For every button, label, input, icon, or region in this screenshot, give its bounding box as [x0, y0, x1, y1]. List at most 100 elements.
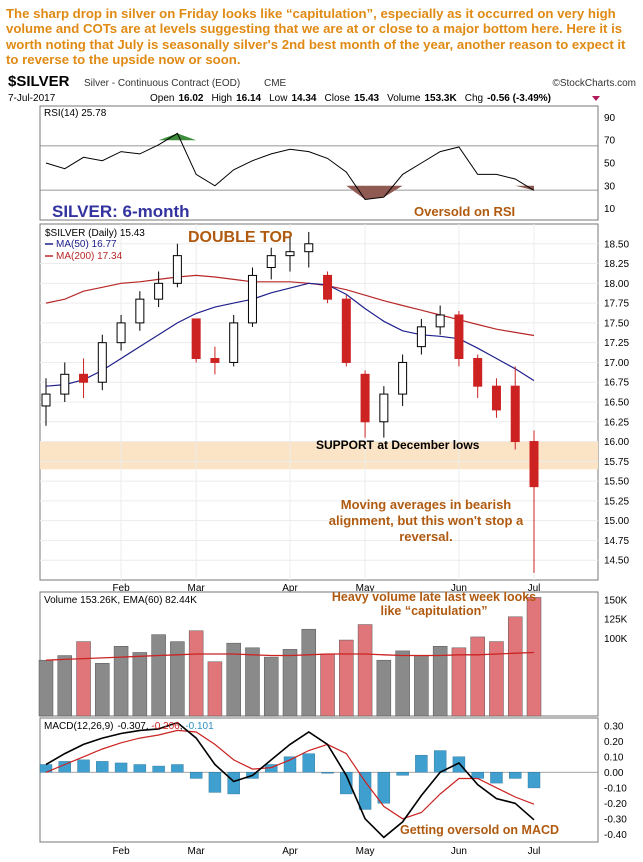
volume-annotation-box: Heavy volume late last week looks like “… — [332, 590, 536, 618]
price-x-tick-label: Feb — [112, 583, 130, 594]
volume-bar — [170, 641, 185, 717]
volume-bar — [339, 639, 354, 717]
low-label: Low — [269, 93, 288, 104]
high-value: 16.14 — [236, 93, 261, 104]
candle-body — [172, 255, 182, 284]
macd-x-tick-label: May — [356, 846, 375, 857]
price-tick-label: 17.25 — [604, 338, 629, 349]
macd-signal-line — [45, 729, 535, 820]
candle-body — [341, 298, 351, 363]
macd-tick-label: -0.40 — [604, 830, 627, 841]
support-band — [40, 441, 598, 470]
low-value: 14.34 — [291, 93, 316, 104]
candle-body — [473, 357, 483, 387]
candle-body — [135, 298, 145, 324]
price-tick-label: 14.75 — [604, 536, 629, 547]
price-tick-label: 17.75 — [604, 299, 629, 310]
macd-tick-label: 0.30 — [604, 721, 624, 732]
rsi-tick-label: 30 — [604, 181, 616, 192]
down-arrow-icon — [592, 96, 600, 101]
volume-bar — [414, 655, 429, 717]
volume-value: 153.3K — [424, 93, 457, 104]
support-annotation: SUPPORT at December lows — [316, 438, 480, 452]
macd-histogram-bar — [133, 764, 147, 773]
candle-body — [79, 373, 89, 383]
volume-bar — [489, 641, 504, 717]
macd-histogram-bar — [283, 756, 297, 773]
rsi-overbought-fill — [46, 133, 534, 141]
volume-bar — [132, 652, 148, 717]
price-tick-label: 16.00 — [604, 437, 629, 448]
price-tick-label: 16.25 — [604, 417, 629, 428]
symbol-description: Silver - Continuous Contract (EOD) — [84, 78, 240, 89]
candle-body — [116, 322, 126, 344]
volume-bar — [320, 653, 335, 717]
price-x-tick-label: Jun — [451, 583, 467, 594]
volume-bar — [263, 656, 279, 717]
candle-body — [191, 318, 201, 359]
macd-histogram-bar — [509, 772, 522, 779]
volume-bar — [432, 646, 448, 717]
volume-bar — [451, 647, 467, 717]
candle-body — [379, 393, 389, 423]
ma200-line — [45, 274, 535, 337]
candle-body — [360, 373, 370, 423]
volume-bar — [526, 597, 542, 717]
macd-histogram-bar — [189, 772, 203, 779]
open-label: Open — [150, 93, 174, 104]
candle-body — [229, 322, 239, 363]
macd-legend: MACD(12,26,9) -0.307, -0.206, -0.101 — [44, 721, 214, 732]
macd-histogram-bar — [77, 759, 90, 773]
macd-histogram-bar — [171, 764, 184, 773]
rsi-tick-label: 50 — [604, 159, 616, 170]
macd-histogram-bar — [227, 772, 240, 795]
price-tick-label: 16.50 — [604, 398, 629, 409]
macd-tick-label: 0.10 — [604, 752, 624, 763]
chart-date: 7-Jul-2017 — [8, 93, 56, 104]
headline-commentary: The sharp drop in silver on Friday looks… — [6, 6, 626, 68]
macd-annotation: Getting oversold on MACD — [400, 823, 559, 837]
macd-x-tick-label: Jun — [451, 846, 467, 857]
volume-bar — [357, 624, 373, 717]
volume-ema-line — [45, 651, 535, 661]
price-tick-label: 17.50 — [604, 318, 629, 329]
volume-bar — [207, 661, 223, 717]
high-label: High — [212, 93, 233, 104]
macd-histogram-bar — [208, 772, 222, 793]
price-legend-symbol: $SILVER (Daily) 15.43 — [45, 228, 145, 239]
volume-bar — [151, 634, 166, 717]
volume-bar — [301, 628, 317, 717]
candle-body — [398, 361, 408, 395]
macd-histogram-bar — [415, 755, 428, 773]
candle-body — [266, 255, 276, 269]
volume-bar — [470, 636, 485, 717]
price-tick-label: 14.50 — [604, 556, 629, 567]
macd-histogram-bar — [377, 772, 391, 804]
rsi-tick-label: 10 — [604, 204, 616, 215]
chg-label: Chg — [465, 93, 483, 104]
macd-histogram-bar — [114, 762, 128, 773]
macd-tick-label: -0.10 — [604, 783, 627, 794]
candle-body — [454, 314, 464, 359]
volume-bar — [282, 649, 298, 717]
macd-tick-label: -0.20 — [604, 799, 627, 810]
macd-histogram-bar — [452, 756, 466, 773]
volume-bar — [95, 663, 110, 717]
volume-label: Volume — [387, 93, 421, 104]
candle-body — [416, 326, 426, 348]
macd-histogram-bar — [340, 772, 353, 795]
price-panel: 18.50 18.25 18.00 17.75 17.50 17.25 17.00 16.75… — [39, 202, 629, 594]
price-tick-label: 15.00 — [604, 516, 629, 527]
ma-alignment-annotation-box: Moving averages in bearish alignment, bu… — [329, 497, 523, 544]
macd-x-tick-label: Apr — [282, 846, 298, 857]
macd-histogram-bar — [396, 772, 409, 776]
quote-line: Open 16.02 High 16.14 Low 14.34 Close 15.43 Volu… — [150, 93, 551, 104]
price-tick-label: 18.50 — [604, 239, 629, 250]
price-x-tick-label: Mar — [188, 583, 206, 594]
volume-bar — [507, 616, 523, 717]
macd-legend-hist: -0.101 — [185, 721, 214, 732]
price-tick-label: 18.00 — [604, 279, 629, 290]
volume-bar — [188, 630, 204, 717]
volume-bar — [57, 655, 73, 717]
